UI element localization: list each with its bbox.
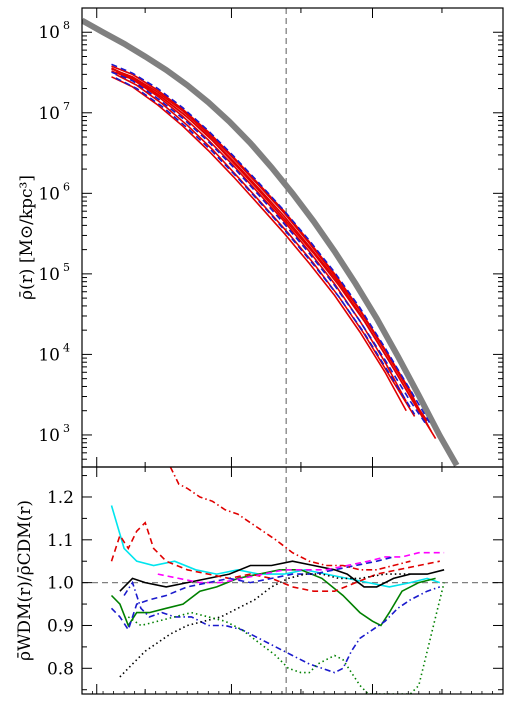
wdm-profile-solid-5 [111,68,433,432]
ratio-series-1 [119,560,445,592]
ratio-y-tick-label: 0.9 [47,616,74,636]
y-tick-label: 10 [38,265,60,285]
ratio-series-8 [119,573,411,678]
wdm-profile-solid-7 [115,71,437,440]
ratio-y-tick-label: 1.1 [47,531,74,551]
y-tick-label-exponent: 8 [63,19,70,32]
ratio-series-6 [169,467,411,571]
y-tick-label: 10 [38,345,60,365]
wdm-profile-solid-1 [111,70,407,402]
y-tick-label-exponent: 3 [63,422,70,435]
wdm-profile-dashed-8 [111,71,428,427]
y-tick-label-exponent: 7 [63,100,70,113]
top-axis-ticks [82,7,503,468]
y-tick-label-exponent: 6 [63,180,70,193]
y-tick-label: 10 [38,23,60,43]
top-plot-area [82,8,460,467]
y-tick-label-exponent: 5 [63,261,70,274]
ratio-y-tick-label: 1.0 [47,574,74,594]
y-tick-label: 10 [38,104,60,124]
bottom-y-axis-label: ρ̄WDM(r)/ρ̄CDM(r) [15,500,35,661]
ratio-series-4 [157,551,445,584]
density-ratio-panel: 1.2 1.1 1.0 0.9 0.8 ρ̄WDM(r)/ρ̄CDM(r) [15,466,504,695]
ratio-series-2 [110,569,436,628]
wdm-profile-solid-6 [111,76,407,412]
bottom-axis-ticks [81,467,503,694]
wdm-profile-dashed-9 [111,63,433,427]
top-y-axis-label: ρ̄(r) [M⊙/kpc³] [17,175,37,300]
y-tick-label-exponent: 4 [63,341,70,354]
ratio-y-tick-label: 0.8 [47,659,74,679]
ratio-series-7 [123,580,441,674]
cdm-fit-curve [82,17,460,467]
wdm-profile-dashed-10 [115,77,416,415]
ratio-series-0 [110,505,441,588]
y-tick-label: 10 [38,426,60,446]
wdm-profile-solid-3 [111,67,428,422]
ratio-series-5 [110,556,394,632]
bottom-plot-area [82,467,503,694]
wdm-profile-solid-2 [111,65,424,419]
y-tick-label: 10 [38,184,60,204]
bottom-panel-frame [81,466,504,695]
wdm-profile-solid-4 [115,73,416,417]
ratio-y-tick-label: 1.2 [47,488,74,508]
